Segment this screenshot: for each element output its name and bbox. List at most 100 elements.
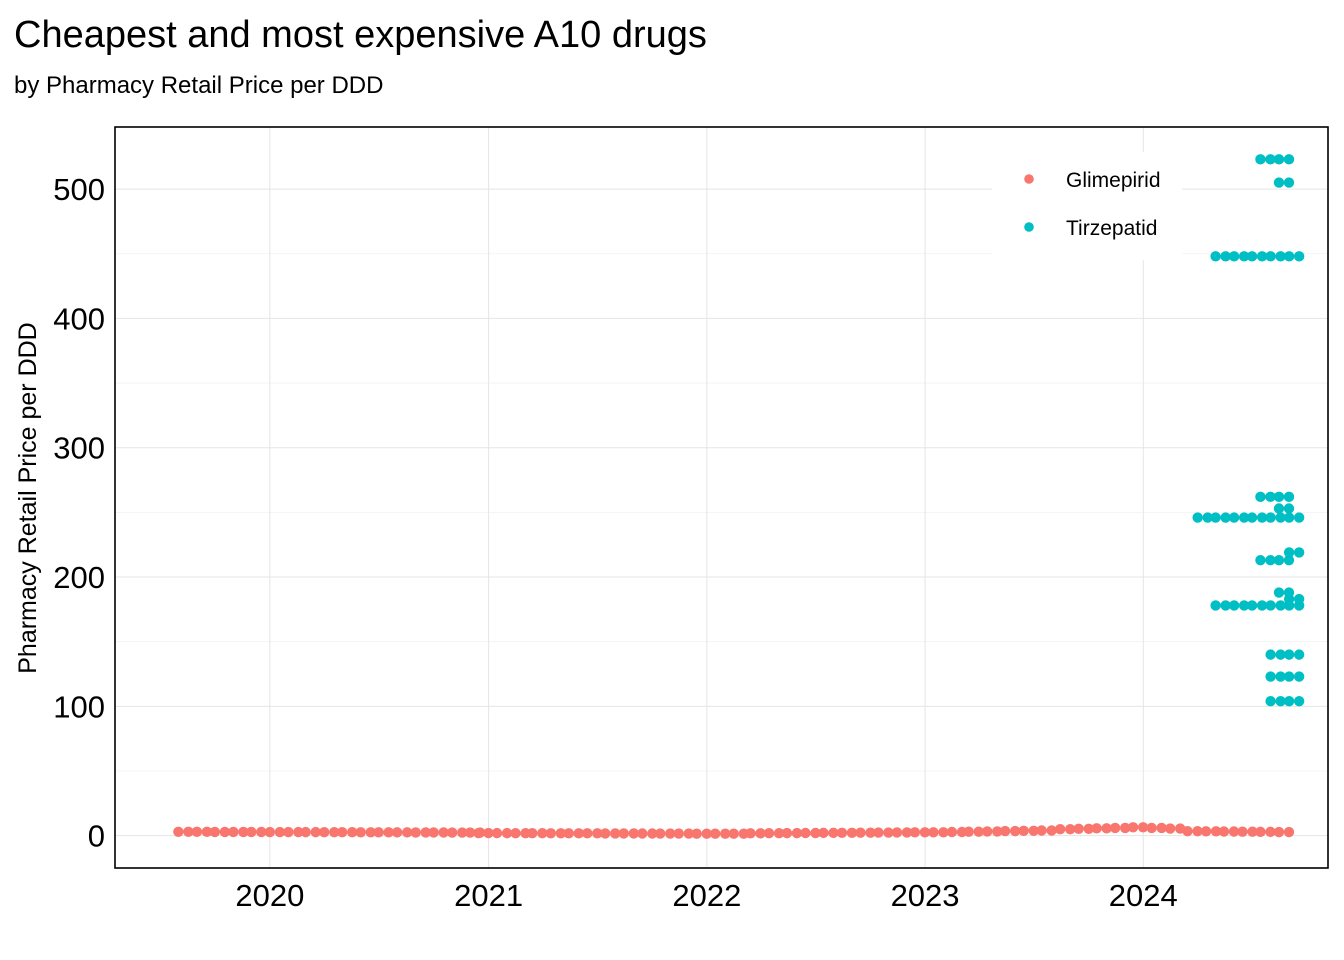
data-point — [1275, 671, 1286, 682]
data-point — [1064, 824, 1076, 835]
data-point — [647, 828, 658, 839]
data-point — [1273, 503, 1285, 514]
data-point — [1273, 826, 1285, 838]
data-point — [909, 827, 921, 838]
data-point — [818, 827, 829, 839]
data-point — [545, 828, 557, 839]
y-tick-label: 500 — [53, 172, 105, 207]
data-point — [1255, 491, 1266, 503]
data-point — [365, 827, 376, 838]
data-point — [1283, 177, 1295, 188]
data-point — [1255, 154, 1266, 165]
data-point — [1238, 512, 1250, 523]
data-point — [1275, 649, 1286, 660]
data-point — [438, 827, 449, 838]
y-tick-label: 100 — [53, 689, 105, 724]
data-point — [763, 828, 775, 839]
data-point — [1293, 649, 1305, 660]
data-point — [1256, 600, 1268, 611]
data-point — [1018, 825, 1029, 836]
data-point — [1036, 825, 1047, 836]
data-point — [800, 827, 811, 839]
data-point — [928, 827, 939, 838]
data-point — [293, 826, 304, 838]
data-point — [1283, 154, 1295, 165]
data-point — [710, 828, 721, 839]
data-point — [1265, 600, 1276, 611]
data-point — [1182, 825, 1193, 837]
data-point — [855, 827, 866, 838]
data-point — [728, 828, 739, 839]
data-point — [1275, 600, 1286, 611]
data-point — [865, 827, 876, 838]
data-point — [501, 827, 513, 839]
data-point — [491, 827, 503, 839]
data-point — [209, 826, 221, 838]
y-tick-label: 300 — [53, 431, 105, 466]
gridlines — [115, 127, 1328, 868]
x-tick-label: 2024 — [1109, 878, 1178, 913]
data-point — [1127, 822, 1139, 833]
data-point — [1164, 823, 1176, 834]
data-point — [1200, 826, 1212, 837]
data-point — [401, 827, 413, 838]
data-point — [1275, 251, 1286, 262]
data-point — [773, 828, 785, 839]
data-point — [420, 827, 431, 838]
data-point — [1238, 251, 1250, 262]
data-point — [563, 828, 574, 839]
data-point — [673, 828, 684, 839]
data-point — [1265, 695, 1276, 707]
data-point — [300, 826, 311, 838]
chart-subtitle: by Pharmacy Retail Price per DDD — [14, 72, 384, 99]
data-point — [999, 825, 1011, 837]
data-point — [637, 828, 648, 839]
data-point — [373, 827, 384, 838]
data-point — [1210, 512, 1221, 523]
data-point — [201, 826, 213, 838]
data-point — [1293, 695, 1305, 707]
data-point — [446, 827, 458, 838]
data-point — [1283, 826, 1295, 838]
data-point — [483, 827, 494, 839]
data-point — [283, 826, 294, 838]
data-point — [1283, 503, 1295, 514]
data-point — [1192, 825, 1203, 837]
data-point — [573, 828, 584, 839]
data-point — [1255, 555, 1266, 566]
data-point — [938, 827, 949, 838]
data-point — [1273, 154, 1285, 165]
data-point — [1101, 823, 1112, 834]
data-point — [191, 826, 203, 838]
data-point — [310, 826, 321, 838]
data-point — [665, 828, 676, 839]
data-point — [883, 827, 894, 838]
data-point — [319, 826, 330, 838]
data-point — [828, 827, 839, 839]
data-point — [473, 827, 484, 839]
data-point — [610, 828, 621, 839]
data-point — [1210, 251, 1221, 262]
data-point — [973, 826, 984, 837]
data-point — [1073, 823, 1084, 834]
data-point — [1275, 512, 1286, 523]
data-point — [1273, 587, 1285, 598]
data-point — [555, 828, 567, 839]
data-point — [1293, 251, 1305, 262]
data-point — [1256, 512, 1268, 523]
data-point — [1046, 825, 1057, 836]
legend: Glimepirid Tirzepatid — [992, 152, 1182, 260]
data-point — [1265, 512, 1276, 523]
data-point — [1247, 826, 1258, 837]
data-point — [1054, 824, 1066, 835]
data-point — [173, 826, 184, 837]
data-point — [1228, 826, 1240, 837]
data-point — [1119, 822, 1131, 834]
data-point — [264, 826, 276, 838]
data-point — [618, 828, 629, 839]
data-point — [600, 828, 611, 839]
y-tick-label: 200 — [53, 560, 105, 595]
y-axis-ticks: 0 100 200 300 400 500 — [53, 172, 105, 854]
data-point — [1237, 826, 1248, 837]
data-point — [1265, 251, 1276, 262]
